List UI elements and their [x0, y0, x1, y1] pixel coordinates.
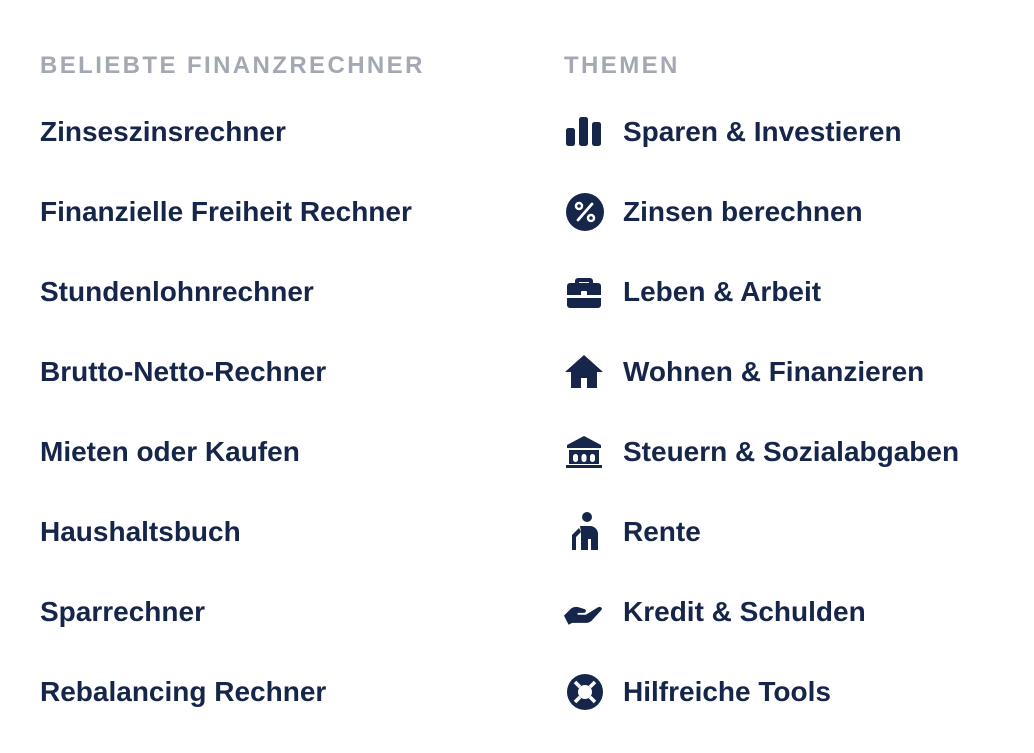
topic-wohnen-finanzieren[interactable]: Wohnen & Finanzieren [564, 352, 924, 392]
link-rebalancing-rechner[interactable]: Rebalancing Rechner [40, 676, 327, 707]
link-finanzielle-freiheit-rechner[interactable]: Finanzielle Freiheit Rechner [40, 196, 412, 227]
open-hand-icon [564, 592, 608, 632]
topic-label: Sparen & Investieren [623, 116, 902, 147]
house-icon [564, 352, 608, 392]
topic-label: Hilfreiche Tools [623, 676, 831, 707]
topic-leben-arbeit[interactable]: Leben & Arbeit [564, 272, 821, 312]
briefcase-icon [564, 272, 608, 312]
topic-zinsen-berechnen[interactable]: Zinsen berechnen [564, 192, 863, 232]
topic-label: Leben & Arbeit [623, 276, 822, 307]
topic-label: Kredit & Schulden [623, 596, 866, 627]
link-sparrechner[interactable]: Sparrechner [40, 596, 205, 627]
topic-sparen-investieren[interactable]: Sparen & Investieren [564, 112, 902, 152]
topic-rente[interactable]: Rente [564, 512, 701, 552]
topics-heading: THEMEN [564, 52, 680, 79]
lifebuoy-icon [564, 672, 608, 712]
elderly-person-icon [564, 512, 608, 552]
link-haushaltsbuch[interactable]: Haushaltsbuch [40, 516, 241, 547]
topic-label: Wohnen & Finanzieren [623, 356, 925, 387]
link-zinseszinsrechner[interactable]: Zinseszinsrechner [40, 116, 286, 147]
topic-steuern-sozialabgaben[interactable]: Steuern & Sozialabgaben [564, 432, 959, 472]
link-mieten-oder-kaufen[interactable]: Mieten oder Kaufen [40, 436, 300, 467]
bank-icon [564, 432, 608, 472]
topic-label: Steuern & Sozialabgaben [623, 436, 960, 467]
bar-chart-icon [564, 112, 608, 152]
popular-calculators-heading: BELIEBTE FINANZRECHNER [40, 52, 425, 79]
percent-icon [564, 192, 608, 232]
link-brutto-netto-rechner[interactable]: Brutto-Netto-Rechner [40, 356, 327, 387]
topic-hilfreiche-tools[interactable]: Hilfreiche Tools [564, 672, 831, 712]
topic-label: Rente [623, 516, 701, 547]
link-stundenlohnrechner[interactable]: Stundenlohnrechner [40, 276, 314, 307]
topic-label: Zinsen berechnen [623, 196, 863, 227]
topic-kredit-schulden[interactable]: Kredit & Schulden [564, 592, 866, 632]
